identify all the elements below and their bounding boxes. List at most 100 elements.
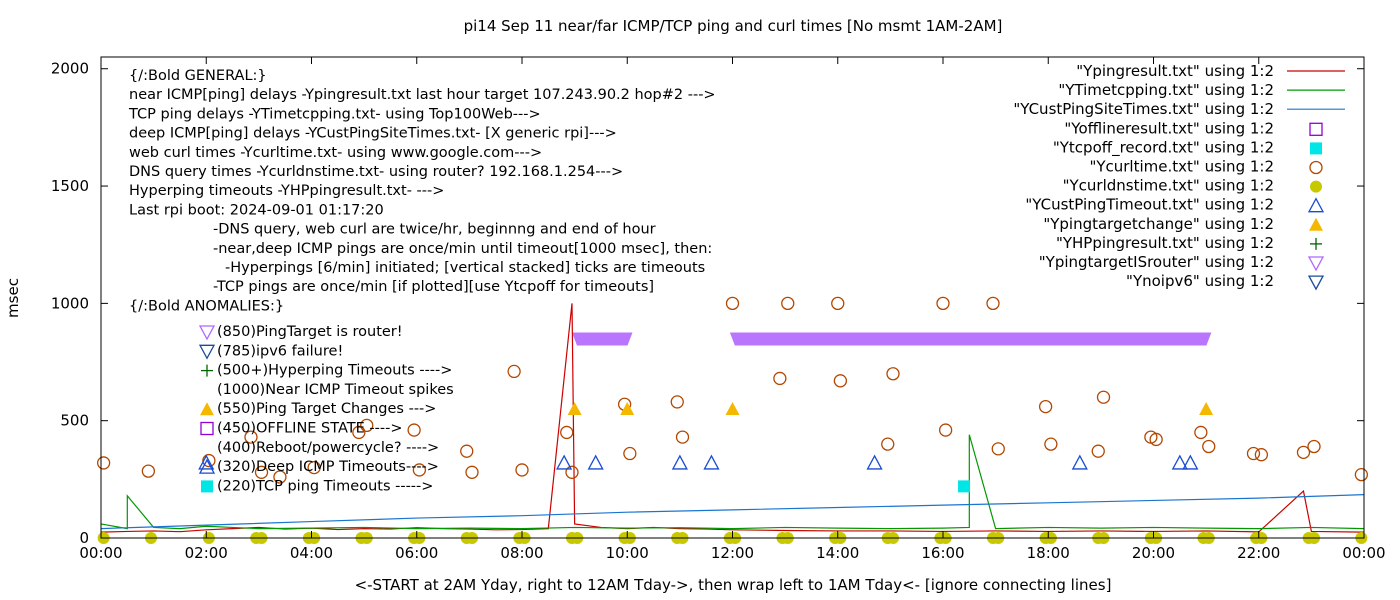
legend-label-3: "Yofflineresult.txt" using 1:2 <box>1064 119 1274 137</box>
anomaly-key-7 <box>198 458 216 474</box>
series-6-point-1 <box>620 401 635 415</box>
series-3-point-30 <box>986 296 1000 311</box>
x-tick-label-3: 06:00 <box>395 544 438 562</box>
series-3-point-0 <box>96 456 111 470</box>
legend-label-10: "YpingtargetISrouter" using 1:2 <box>1039 253 1274 271</box>
legend-label-1: "YTimetcpping.txt" using 1:2 <box>1058 81 1274 99</box>
series-3-point-12 <box>465 465 479 479</box>
series-3-point-15 <box>560 425 574 440</box>
series-3-point-31 <box>991 442 1005 456</box>
series-3-point-27 <box>886 367 900 381</box>
series-6-point-0 <box>567 401 582 415</box>
anomaly-label-4: (550)Ping Target Changes ---> <box>217 401 436 417</box>
anomaly-label-2: (500+)Hyperping Timeouts ----> <box>217 363 452 379</box>
x-tick-label-8: 16:00 <box>921 544 964 562</box>
y-tick-label-0: 0 <box>79 529 89 547</box>
series-5-point-4 <box>703 454 720 470</box>
x-tick-label-9: 18:00 <box>1027 544 1070 562</box>
series-3-point-13 <box>507 364 521 379</box>
series-5-point-8 <box>1182 454 1199 470</box>
series-3-point-35 <box>1096 390 1111 404</box>
legend-label-8: "Ypingtargetchange" using 1:2 <box>1043 215 1274 233</box>
anomaly-label-6: (400)Reboot/powercycle? ----> <box>217 440 439 456</box>
series-3-point-21 <box>725 296 740 311</box>
series-3-point-10 <box>412 463 427 477</box>
y-tick-label-2: 1000 <box>51 294 89 312</box>
annotation-line-9: -near,deep ICMP pings are once/min until… <box>213 241 712 257</box>
series-3-point-16 <box>565 465 579 479</box>
series-3-point-9 <box>407 423 421 437</box>
series-6-point-3 <box>1199 401 1214 415</box>
x-tick-label-6: 12:00 <box>711 544 754 562</box>
series-5-point-1 <box>556 454 573 470</box>
annotation-line-11: -TCP pings are once/min [if plotted][use… <box>213 279 654 295</box>
anomaly-label-7: (320)Deep ICMP Timeouts----> <box>217 459 439 475</box>
y-tick-label-1: 500 <box>60 412 89 430</box>
anomaly-key-2 <box>201 364 213 377</box>
annotation-line-6: Hyperping timeouts -YHPpingresult.txt- -… <box>129 183 444 199</box>
annotation-line-4: web curl times -Ycurltime.txt- using www… <box>129 145 542 161</box>
series-3-point-22 <box>773 371 787 386</box>
legend-swatch-5 <box>1309 160 1323 175</box>
legend-swatch-10 <box>1307 256 1325 272</box>
legend-swatch-9 <box>1310 237 1322 250</box>
series-3-point-29 <box>938 423 953 437</box>
series-3-point-26 <box>881 437 895 451</box>
legend-label-5: "Ycurltime.txt" using 1:2 <box>1089 158 1274 176</box>
series-3-point-19 <box>670 395 684 409</box>
series-3-point-28 <box>936 296 950 311</box>
router-marker-band-1 <box>729 332 1212 346</box>
series-3-point-4 <box>254 465 269 479</box>
series-3-point-5 <box>273 470 287 484</box>
annotation-line-5: DNS query times -Ycurldnstime.txt- using… <box>129 164 623 180</box>
series-3-point-24 <box>831 296 845 311</box>
x-axis-label: <-START at 2AM Yday, right to 12AM Tday-… <box>355 576 1112 594</box>
x-tick-label-10: 20:00 <box>1132 544 1175 562</box>
chart-title: pi14 Sep 11 near/far ICMP/TCP ping and c… <box>464 17 1003 35</box>
annotation-line-0: {/:Bold GENERAL:} <box>129 68 267 84</box>
series-5-point-0 <box>198 454 215 470</box>
series-3-point-40 <box>1246 446 1261 461</box>
annotation-line-12: {/:Bold ANOMALIES:} <box>129 298 284 314</box>
legend-label-7: "YCustPingTimeout.txt" using 1:2 <box>1025 196 1274 214</box>
anomaly-key-5 <box>200 421 214 436</box>
series-3-point-18 <box>623 446 637 461</box>
series-3-point-43 <box>1307 439 1321 454</box>
series-line-2 <box>100 493 1365 530</box>
series-3-point-44 <box>1354 467 1369 482</box>
legend-swatch-7 <box>1307 197 1325 213</box>
series-5-point-3 <box>671 454 688 470</box>
x-tick-label-12: 00:00 <box>1342 544 1385 562</box>
x-tick-label-7: 14:00 <box>816 544 859 562</box>
y-tick-label-3: 1500 <box>51 177 89 195</box>
annotation-line-7: Last rpi boot: 2024-09-01 01:17:20 <box>129 202 384 218</box>
series-3-point-41 <box>1254 448 1269 462</box>
annotation-line-10: -Hyperpings [6/min] initiated; [vertical… <box>225 260 705 276</box>
legend-label-0: "Ypingresult.txt" using 1:2 <box>1076 62 1274 80</box>
series-3-point-7 <box>352 425 366 440</box>
series-5-point-7 <box>1171 454 1188 470</box>
series-3-point-39 <box>1202 439 1216 454</box>
legend-swatch-4 <box>1310 142 1322 155</box>
anomaly-key-0 <box>198 325 216 341</box>
anomaly-label-8: (220)TCP ping Timeouts -----> <box>217 478 433 494</box>
y-axis-label: msec <box>4 278 22 318</box>
anomaly-label-1: (785)ipv6 failure! <box>217 343 343 359</box>
series-3-point-3 <box>244 430 258 444</box>
series-3-point-25 <box>833 374 848 388</box>
x-tick-label-5: 10:00 <box>606 544 649 562</box>
series-3-point-23 <box>781 296 795 311</box>
series-3-point-32 <box>1038 399 1053 414</box>
legend-label-2: "YCustPingSiteTimes.txt" using 1:2 <box>1013 100 1274 118</box>
series-3-point-6 <box>307 460 321 475</box>
series-3-point-38 <box>1194 425 1208 440</box>
annotation-line-1: near ICMP[ping] delays -Ypingresult.txt … <box>129 87 716 103</box>
series-5-point-2 <box>587 454 604 470</box>
series-3-point-14 <box>515 463 529 477</box>
legend-swatch-11 <box>1307 275 1325 291</box>
legend-swatch-8 <box>1309 217 1323 231</box>
router-marker-band-0 <box>571 332 633 346</box>
legend-label-6: "Ycurldnstime.txt" using 1:2 <box>1063 177 1274 195</box>
annotation-text: {/:Bold GENERAL:} near ICMP[ping] delays … <box>128 68 716 494</box>
